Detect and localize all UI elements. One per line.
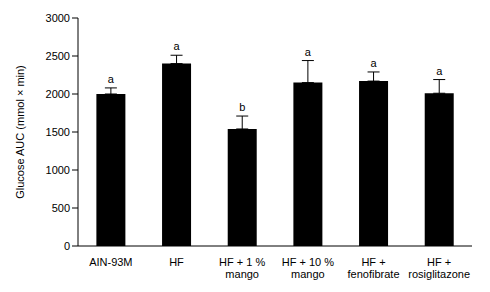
svg-text:a: a — [436, 65, 443, 77]
svg-text:fenofibrate: fenofibrate — [348, 268, 400, 280]
svg-text:HF +: HF + — [427, 256, 451, 268]
svg-text:rosiglitazone: rosiglitazone — [408, 268, 470, 280]
svg-text:a: a — [173, 40, 180, 52]
svg-text:mango: mango — [225, 268, 259, 280]
svg-text:a: a — [305, 46, 312, 58]
svg-text:a: a — [108, 73, 115, 85]
svg-text:HF: HF — [169, 256, 184, 268]
svg-text:2500: 2500 — [46, 50, 70, 62]
svg-text:mango: mango — [291, 268, 325, 280]
svg-text:a: a — [370, 57, 377, 69]
svg-text:b: b — [239, 101, 245, 113]
svg-text:1000: 1000 — [46, 164, 70, 176]
svg-text:HF + 1 %: HF + 1 % — [219, 256, 265, 268]
svg-text:AIN-93M: AIN-93M — [89, 256, 132, 268]
svg-text:0: 0 — [64, 240, 70, 252]
svg-text:3000: 3000 — [46, 12, 70, 24]
svg-text:1500: 1500 — [46, 126, 70, 138]
svg-text:Glucose AUC (mmol × min): Glucose AUC (mmol × min) — [14, 65, 26, 199]
svg-text:500: 500 — [52, 202, 70, 214]
svg-text:2000: 2000 — [46, 88, 70, 100]
svg-text:HF +: HF + — [361, 256, 385, 268]
svg-text:HF + 10 %: HF + 10 % — [282, 256, 334, 268]
